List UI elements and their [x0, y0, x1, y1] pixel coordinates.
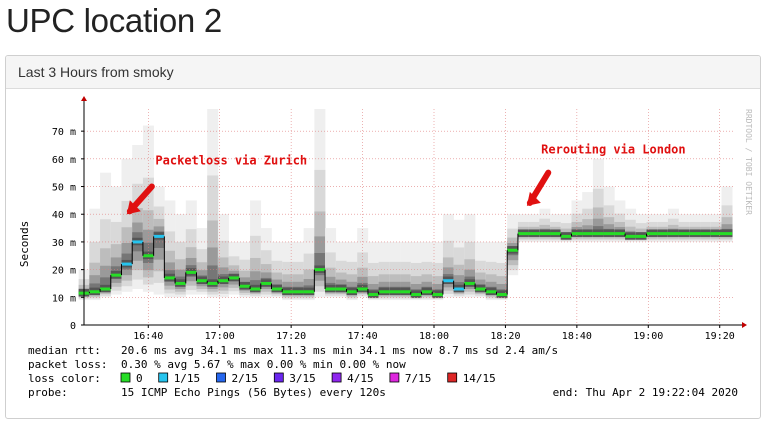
- end-time: end: Thu Apr 2 19:22:04 2020: [553, 386, 738, 399]
- smoke-band: [207, 265, 219, 287]
- loss-color-swatch: [389, 372, 400, 383]
- loss-color-entry: 7/15: [405, 372, 432, 385]
- loss-color-entry: 3/15: [289, 372, 316, 385]
- y-tick-label: 50 m: [52, 183, 76, 194]
- x-tick-label: 16:40: [133, 331, 163, 342]
- probe-value: 15 ICMP Echo Pings (56 Bytes) every 120s: [121, 386, 386, 399]
- x-tick-label: 18:40: [562, 331, 592, 342]
- median-line: [78, 232, 733, 297]
- loss-color-entry: 14/15: [463, 372, 496, 385]
- grid-lines: [84, 109, 734, 325]
- x-tick-label: 17:00: [205, 331, 235, 342]
- legend: median rtt: 20.6 ms avg 34.1 ms max 11.3 …: [28, 344, 738, 399]
- x-tick-label: 19:20: [705, 331, 735, 342]
- loss-color-swatch: [158, 372, 169, 383]
- x-tick-label: 18:20: [490, 331, 520, 342]
- axes: [81, 96, 747, 328]
- annotation-label: Rerouting via London: [541, 142, 686, 156]
- graph-panel: Last 3 Hours from smoky 0 10 m 20 m 30 m 40 …: [5, 55, 761, 419]
- annotation-arrow-head: [126, 200, 141, 215]
- median-rtt-label: median rtt:: [28, 344, 101, 357]
- loss-color-entry: 1/15: [174, 372, 201, 385]
- packet-loss-values: 0.30 % avg 5.67 % max 0.00 % min 0.00 % …: [121, 358, 406, 371]
- smokeping-graph: 0 10 m 20 m 30 m 40 m 50 m 60 m 70 m 16:40 17:00…: [18, 96, 753, 399]
- x-tick-labels: 16:40 17:00 17:20 17:40 18:00 18:20 18:40 19:00…: [133, 325, 735, 342]
- y-tick-label: 10 m: [52, 293, 76, 304]
- loss-color-entry: 2/15: [232, 372, 259, 385]
- page-title: UPC location 2: [6, 2, 222, 39]
- annotation-label: Packetloss via Zurich: [155, 153, 307, 167]
- y-axis-label: Seconds: [18, 221, 31, 267]
- x-tick-label: 17:20: [276, 331, 306, 342]
- loss-color-swatch: [120, 372, 131, 383]
- y-tick-label: 60 m: [52, 155, 76, 166]
- loss-color-entry: 4/15: [347, 372, 374, 385]
- loss-color-label: loss color:: [28, 372, 101, 385]
- loss-color-entry: 0: [136, 372, 143, 385]
- loss-color-swatch: [216, 372, 226, 383]
- smoke-band: [314, 253, 326, 276]
- median-rtt-values: 20.6 ms avg 34.1 ms max 11.3 ms min 34.1…: [121, 344, 558, 357]
- panel-heading: Last 3 Hours from smoky: [6, 56, 760, 89]
- smoke-bands: [78, 109, 733, 301]
- y-tick-label: 0: [70, 321, 76, 332]
- y-tick-label: 40 m: [52, 210, 76, 221]
- x-tick-label: 17:40: [348, 331, 378, 342]
- loss-color-swatch: [331, 372, 342, 383]
- annotations: Packetloss via Zurich Rerouting via Londo…: [126, 142, 686, 215]
- watermark: RRDTOOL / TOBI OETIKER: [744, 109, 753, 215]
- loss-color-swatch: [273, 372, 284, 383]
- y-tick-label: 70 m: [52, 127, 76, 138]
- y-axis-arrow: [81, 96, 87, 101]
- y-tick-label: 20 m: [52, 266, 76, 277]
- y-tick-label: 30 m: [52, 238, 76, 249]
- annotation-arrow-head: [526, 191, 541, 206]
- y-tick-labels: 0 10 m 20 m 30 m 40 m 50 m 60 m 70 m: [52, 127, 84, 332]
- packet-loss-label: packet loss:: [28, 358, 107, 371]
- x-tick-label: 19:00: [633, 331, 663, 342]
- x-axis-arrow: [742, 322, 747, 328]
- probe-label: probe:: [28, 386, 68, 399]
- smoke-band: [100, 277, 112, 291]
- x-tick-label: 18:00: [419, 331, 449, 342]
- loss-color-swatch: [447, 372, 458, 383]
